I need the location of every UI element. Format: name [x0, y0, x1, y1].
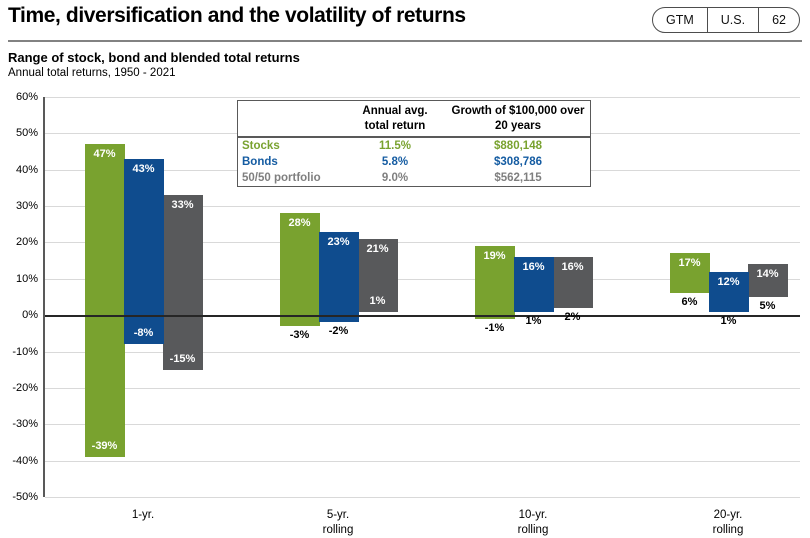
bar-max-label: 23%	[327, 235, 350, 248]
x-axis-label: 1-yr.	[131, 509, 155, 521]
gridline	[45, 97, 800, 98]
bar-min-label: -3%	[289, 329, 310, 342]
summary-table: Annual avg. total return Growth of $100,…	[237, 100, 591, 187]
plot-area: 47% -39% 43% -8% 33% -15% 1-yr. 28% -3% 23% -2% 21%…	[45, 97, 800, 536]
badge-page-number: 62	[758, 8, 799, 32]
table-header-line: 20 years	[494, 119, 542, 132]
gridline	[45, 351, 800, 353]
bar-max-label: 17%	[678, 257, 701, 270]
gridline	[45, 278, 800, 280]
y-axis-line	[43, 97, 45, 497]
gridline	[45, 242, 800, 244]
bar-min-label: -15%	[169, 352, 196, 365]
bar-min-label: -8%	[133, 327, 154, 340]
y-tick-label: -40%	[12, 454, 38, 467]
bar-min-label: 5%	[759, 300, 776, 312]
bar-min-label: -1%	[484, 321, 505, 334]
gridline	[45, 497, 800, 498]
table-header-line: total return	[364, 119, 426, 132]
bar-50-50-portfolio-5-yr-rolling	[357, 238, 398, 312]
bar-min-label: -2%	[328, 325, 349, 338]
badge-region: U.S.	[706, 8, 758, 32]
bar-min-label: 1%	[525, 314, 542, 327]
chart-title: Range of stock, bond and blended total r…	[8, 50, 300, 65]
y-axis-tick-labels: 60% 50% 40% 30% 20% 10% 0% -10% -20% -30% -40% -50%	[0, 91, 38, 503]
badge-gtm: GTM	[666, 13, 694, 27]
y-tick-label: 60%	[15, 91, 38, 103]
header-divider	[8, 40, 802, 42]
gridline	[45, 424, 800, 426]
bar-stocks-5-yr-rolling	[279, 213, 320, 327]
zero-axis-line	[45, 315, 800, 318]
bar-bonds-20-yr-rolling	[708, 271, 749, 312]
row-label: Bonds	[242, 155, 278, 168]
bar-min-label: 2%	[564, 310, 581, 323]
table-row-stocks: Stocks 11.5% $880,148	[238, 138, 590, 154]
bar-stocks-20-yr-rolling	[669, 253, 710, 294]
bar-50-50-portfolio-10-yr-rolling	[552, 257, 593, 308]
bar-max-label: 47%	[93, 148, 116, 161]
y-tick-label: 30%	[15, 200, 38, 213]
bar-min-label: 1%	[369, 294, 386, 307]
bar-bonds-1-yr	[123, 158, 164, 345]
gridline	[45, 387, 800, 389]
y-tick-label: 0%	[22, 309, 38, 322]
bar-50-50-portfolio-20-yr-rolling	[747, 264, 788, 297]
table-row-5050-portfolio: 50/50 portfolio 9.0% $562,115	[238, 170, 590, 186]
bar-50-50-portfolio-1-yr	[162, 195, 203, 370]
bar-max-label: 33%	[171, 199, 194, 212]
y-tick-label: -10%	[12, 345, 38, 358]
page-title: Time, diversification and the volatility…	[8, 4, 466, 27]
y-tick-label: 40%	[15, 163, 38, 176]
gridline	[45, 206, 800, 208]
table-header-line: Growth of $100,000 over	[451, 105, 585, 117]
bar-max-label: 43%	[132, 162, 155, 175]
row-avg-return: 9.0%	[381, 171, 409, 184]
bar-max-label: 28%	[288, 217, 311, 230]
table-header-row: Annual avg. total return Growth of $100,…	[238, 101, 590, 138]
bar-max-label: 16%	[522, 261, 545, 273]
y-tick-label: -30%	[12, 418, 38, 431]
gridline	[45, 460, 800, 462]
row-label: Stocks	[242, 139, 280, 152]
table-row-bonds: Bonds 5.8% $308,786	[238, 154, 590, 170]
y-tick-label: 20%	[15, 236, 38, 249]
row-growth: $562,115	[494, 171, 542, 184]
row-avg-return: 11.5%	[379, 139, 411, 152]
bar-max-label: 19%	[483, 250, 506, 263]
table-header-growth: Growth of $100,000 over 20 years	[446, 101, 590, 136]
y-tick-label: -20%	[12, 381, 38, 394]
bar-min-label: -39%	[91, 440, 118, 452]
y-tick-label: 50%	[15, 127, 38, 140]
gtm-page-badge: GTM U.S. 62	[652, 7, 800, 33]
chart-subtitle: Annual total returns, 1950 - 2021	[8, 67, 176, 79]
row-avg-return: 5.8%	[381, 155, 409, 168]
bar-stocks-10-yr-rolling	[474, 246, 515, 319]
bar-stocks-1-yr	[84, 144, 125, 457]
bar-bonds-10-yr-rolling	[513, 257, 554, 312]
bar-max-label: 21%	[366, 242, 389, 255]
bar-min-label: 6%	[681, 296, 698, 309]
bar-max-label: 14%	[756, 268, 779, 281]
table-header-line: Annual avg.	[362, 105, 428, 117]
row-growth: $308,786	[494, 155, 542, 168]
chart-area: 60% 50% 40% 30% 20% 10% 0% -10% -20% -30% -40% -50%…	[0, 88, 810, 538]
x-axis-label: 20-yr. rolling	[712, 509, 744, 536]
bar-bonds-5-yr-rolling	[318, 231, 359, 323]
x-axis-label: 5-yr. rolling	[322, 509, 354, 536]
table-header-annual-avg: Annual avg. total return	[344, 101, 446, 136]
y-tick-label: 10%	[15, 272, 38, 285]
bar-max-label: 16%	[561, 261, 584, 273]
row-growth: $880,148	[494, 139, 542, 152]
row-label: 50/50 portfolio	[242, 171, 321, 184]
y-tick-label: -50%	[12, 491, 38, 503]
bar-max-label: 12%	[717, 275, 740, 288]
x-axis-label: 10-yr. rolling	[517, 509, 549, 536]
bar-min-label: 1%	[720, 314, 737, 327]
table-corner-cell	[238, 101, 344, 136]
